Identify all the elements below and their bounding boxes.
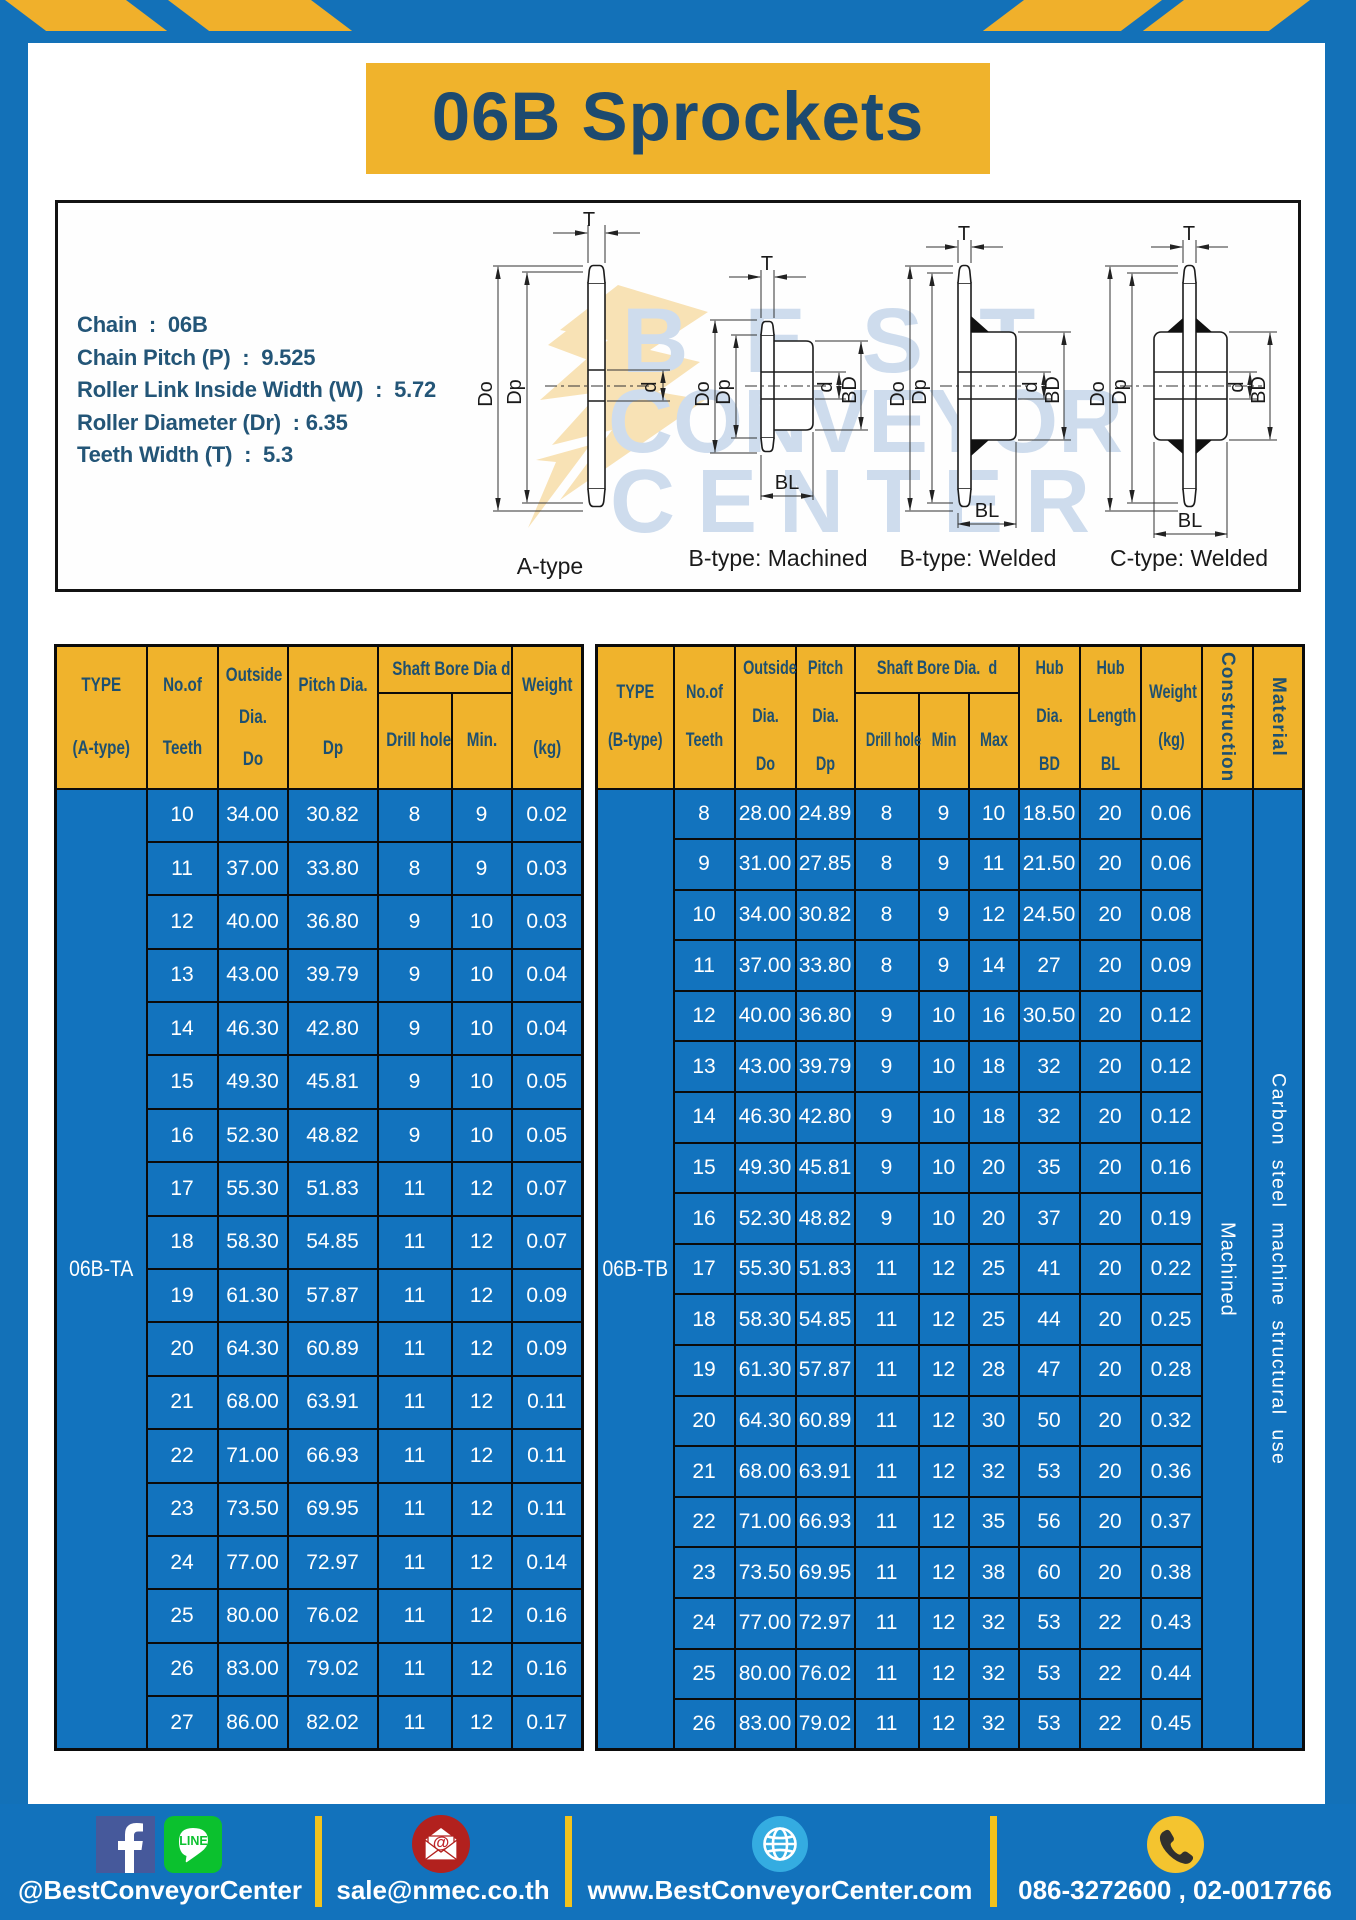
svg-text:Do: Do (475, 381, 497, 407)
svg-text:CONVEYOR: CONVEYOR (608, 372, 1123, 472)
svg-text:C-type: Welded: C-type: Welded (1110, 545, 1268, 571)
svg-text:d: d (639, 381, 661, 392)
svg-text:BL: BL (775, 472, 799, 494)
svg-text:Dp: Dp (909, 379, 931, 405)
svg-text:Do: Do (692, 381, 714, 407)
svg-text:BL: BL (975, 500, 999, 522)
svg-text:T: T (1183, 223, 1195, 245)
svg-text:d: d (815, 381, 837, 392)
svg-text:@: @ (433, 1833, 450, 1852)
svg-text:Do: Do (1087, 381, 1109, 407)
svg-text:Do: Do (887, 381, 909, 407)
svg-text:Dp: Dp (1109, 379, 1131, 405)
svg-text:BD: BD (839, 376, 861, 404)
svg-text:d: d (1226, 381, 1248, 392)
svg-text:B-type: Machined: B-type: Machined (689, 545, 868, 571)
svg-text:BD: BD (1042, 376, 1064, 404)
svg-text:d: d (1020, 381, 1042, 392)
svg-text:BD: BD (1248, 376, 1270, 404)
svg-text:CENTER: CENTER (610, 452, 1112, 552)
svg-text:BL: BL (1178, 510, 1202, 532)
svg-text:T: T (958, 223, 970, 245)
svg-text:Dp: Dp (713, 379, 735, 405)
svg-text:A-type: A-type (517, 553, 583, 579)
svg-text:Dp: Dp (504, 379, 526, 405)
svg-text:T: T (761, 253, 773, 275)
svg-text:LINE: LINE (179, 1834, 207, 1848)
svg-text:B-type: Welded: B-type: Welded (900, 545, 1057, 571)
svg-text:T: T (583, 209, 595, 231)
